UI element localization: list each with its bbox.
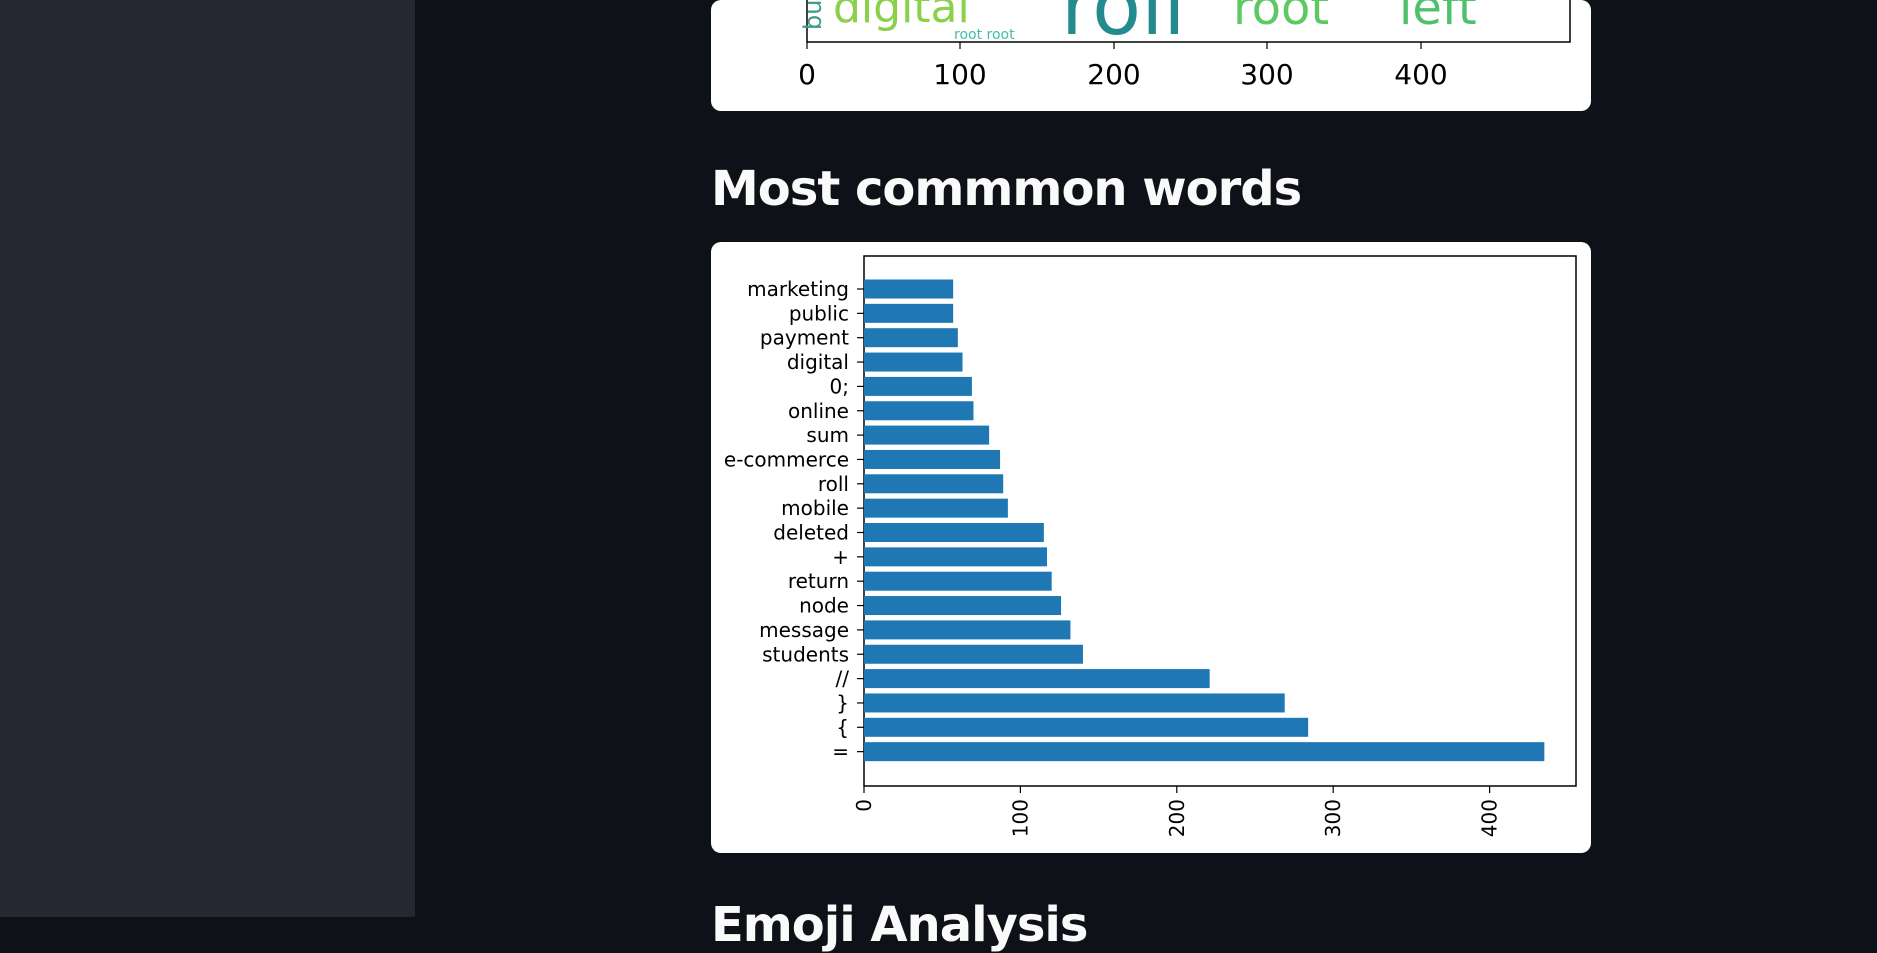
wordcloud-frame [806,0,1571,43]
y-tick-label: roll [818,472,849,496]
x-tick-label: 100 [1008,799,1032,837]
section-heading-emoji-analysis: Emoji Analysis [711,897,1088,953]
bar [864,449,1001,469]
y-tick-label: node [799,594,849,618]
bar [864,523,1044,542]
wordcloud-word: left [1399,0,1477,36]
bar [864,596,1062,616]
most-common-words-chart: ={}//studentsmessagenodereturn+deletedmo… [724,255,1577,837]
x-tick-label: 0 [852,799,876,812]
y-tick-label: + [832,545,849,569]
bar [864,620,1071,640]
wordcloud-word: roll [1061,0,1186,53]
wordcloud-xtick-label: 300 [1240,58,1293,91]
wordcloud-word: digital [833,0,970,33]
y-tick-label: // [836,667,850,691]
bar [864,352,963,372]
y-tick-label: sum [806,423,849,447]
x-tick-label: 400 [1478,799,1502,837]
y-tick-label: mobile [781,496,849,520]
bar [864,425,990,445]
bar [864,547,1047,567]
bar [864,742,1545,762]
bar [864,474,1004,494]
bar [864,669,1210,689]
bar [864,571,1052,591]
y-tick-label: { [836,715,849,739]
wordcloud-figure: bu digital roll root left root root 0 10… [798,0,1571,91]
bar [864,693,1285,713]
bar [864,401,974,421]
bar [864,303,954,323]
wordcloud-xtick-label: 0 [798,58,816,91]
y-tick-label: 0; [830,374,849,398]
wordcloud-word: root [1233,0,1329,36]
y-tick-label: } [836,691,849,715]
y-tick-label: public [789,301,849,325]
wordcloud-word: root root [954,27,1015,43]
wordcloud-xtick-label: 100 [933,58,986,91]
wordcloud-word: bu [799,0,827,30]
y-tick-label: digital [787,350,849,374]
y-tick-label: deleted [773,521,849,545]
wordcloud-card: bu digital roll root left root root 0 10… [711,0,1591,111]
y-tick-label: payment [760,326,849,350]
bar [864,717,1309,737]
bar [864,498,1008,518]
bar [864,644,1083,664]
section-heading-most-common-words: Most commmon words [711,161,1302,217]
x-tick-label: 300 [1321,799,1345,837]
y-tick-label: return [788,569,849,593]
bar [864,279,954,299]
y-tick-label: message [759,618,849,642]
y-tick-label: online [788,399,849,423]
wordcloud-xtick-label: 400 [1394,58,1447,91]
bar [864,376,972,396]
y-tick-label: marketing [747,277,849,301]
x-tick-label: 200 [1165,799,1189,837]
bar-chart-card: ={}//students message node return + deleted mo… [711,242,1591,853]
sidebar [0,0,415,917]
y-tick-label: = [832,740,849,764]
wordcloud-xtick-label: 200 [1087,58,1140,91]
y-tick-label: students [762,642,849,666]
y-tick-label: e-commerce [724,447,849,471]
bar [864,328,958,348]
